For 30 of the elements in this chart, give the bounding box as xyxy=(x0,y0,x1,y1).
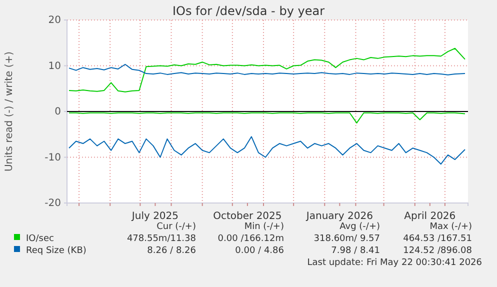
text: 318.60m/ 9.57 xyxy=(314,234,380,244)
text: 464.53 /167.51 xyxy=(403,234,472,244)
y-tick-label: -20 xyxy=(44,198,61,210)
x-tick-label: January 2026 xyxy=(305,211,373,222)
text: 124.52 /896.08 xyxy=(403,246,472,256)
line-series xyxy=(68,64,466,76)
chart-title: IOs for /dev/sda - by year xyxy=(172,4,325,18)
line-series xyxy=(68,112,466,124)
text: Cur (-/+) xyxy=(156,222,196,232)
text: 8.26 / 8.26 xyxy=(147,246,196,256)
text: Max (-/+) xyxy=(430,222,472,232)
text: 7.98 / 8.41 xyxy=(331,246,380,256)
y-tick-label: -10 xyxy=(44,152,61,164)
y-tick-label: 10 xyxy=(48,60,61,72)
x-tick-label: April 2026 xyxy=(404,211,456,222)
text: 0.00 /166.12m xyxy=(218,234,284,244)
line-series xyxy=(68,48,466,92)
text: Avg (-/+) xyxy=(340,222,380,232)
legend-label: IO/sec xyxy=(26,234,54,244)
text: Last update: Fri May 22 00:30:41 2026 xyxy=(307,258,482,268)
y-tick-label: 0 xyxy=(54,106,61,118)
text: Min (-/+) xyxy=(244,222,284,232)
y-axis-title: Units read (-) / write (+) xyxy=(4,51,15,172)
line-series xyxy=(68,136,466,165)
text: 478.55m/11.38 xyxy=(126,234,196,244)
y-tick-label: 20 xyxy=(48,15,61,26)
x-tick-label: July 2025 xyxy=(130,211,179,222)
x-tick-label: October 2025 xyxy=(213,211,282,222)
legend-label: Req Size (KB) xyxy=(26,246,86,256)
text: 0.00 / 4.86 xyxy=(235,246,284,256)
